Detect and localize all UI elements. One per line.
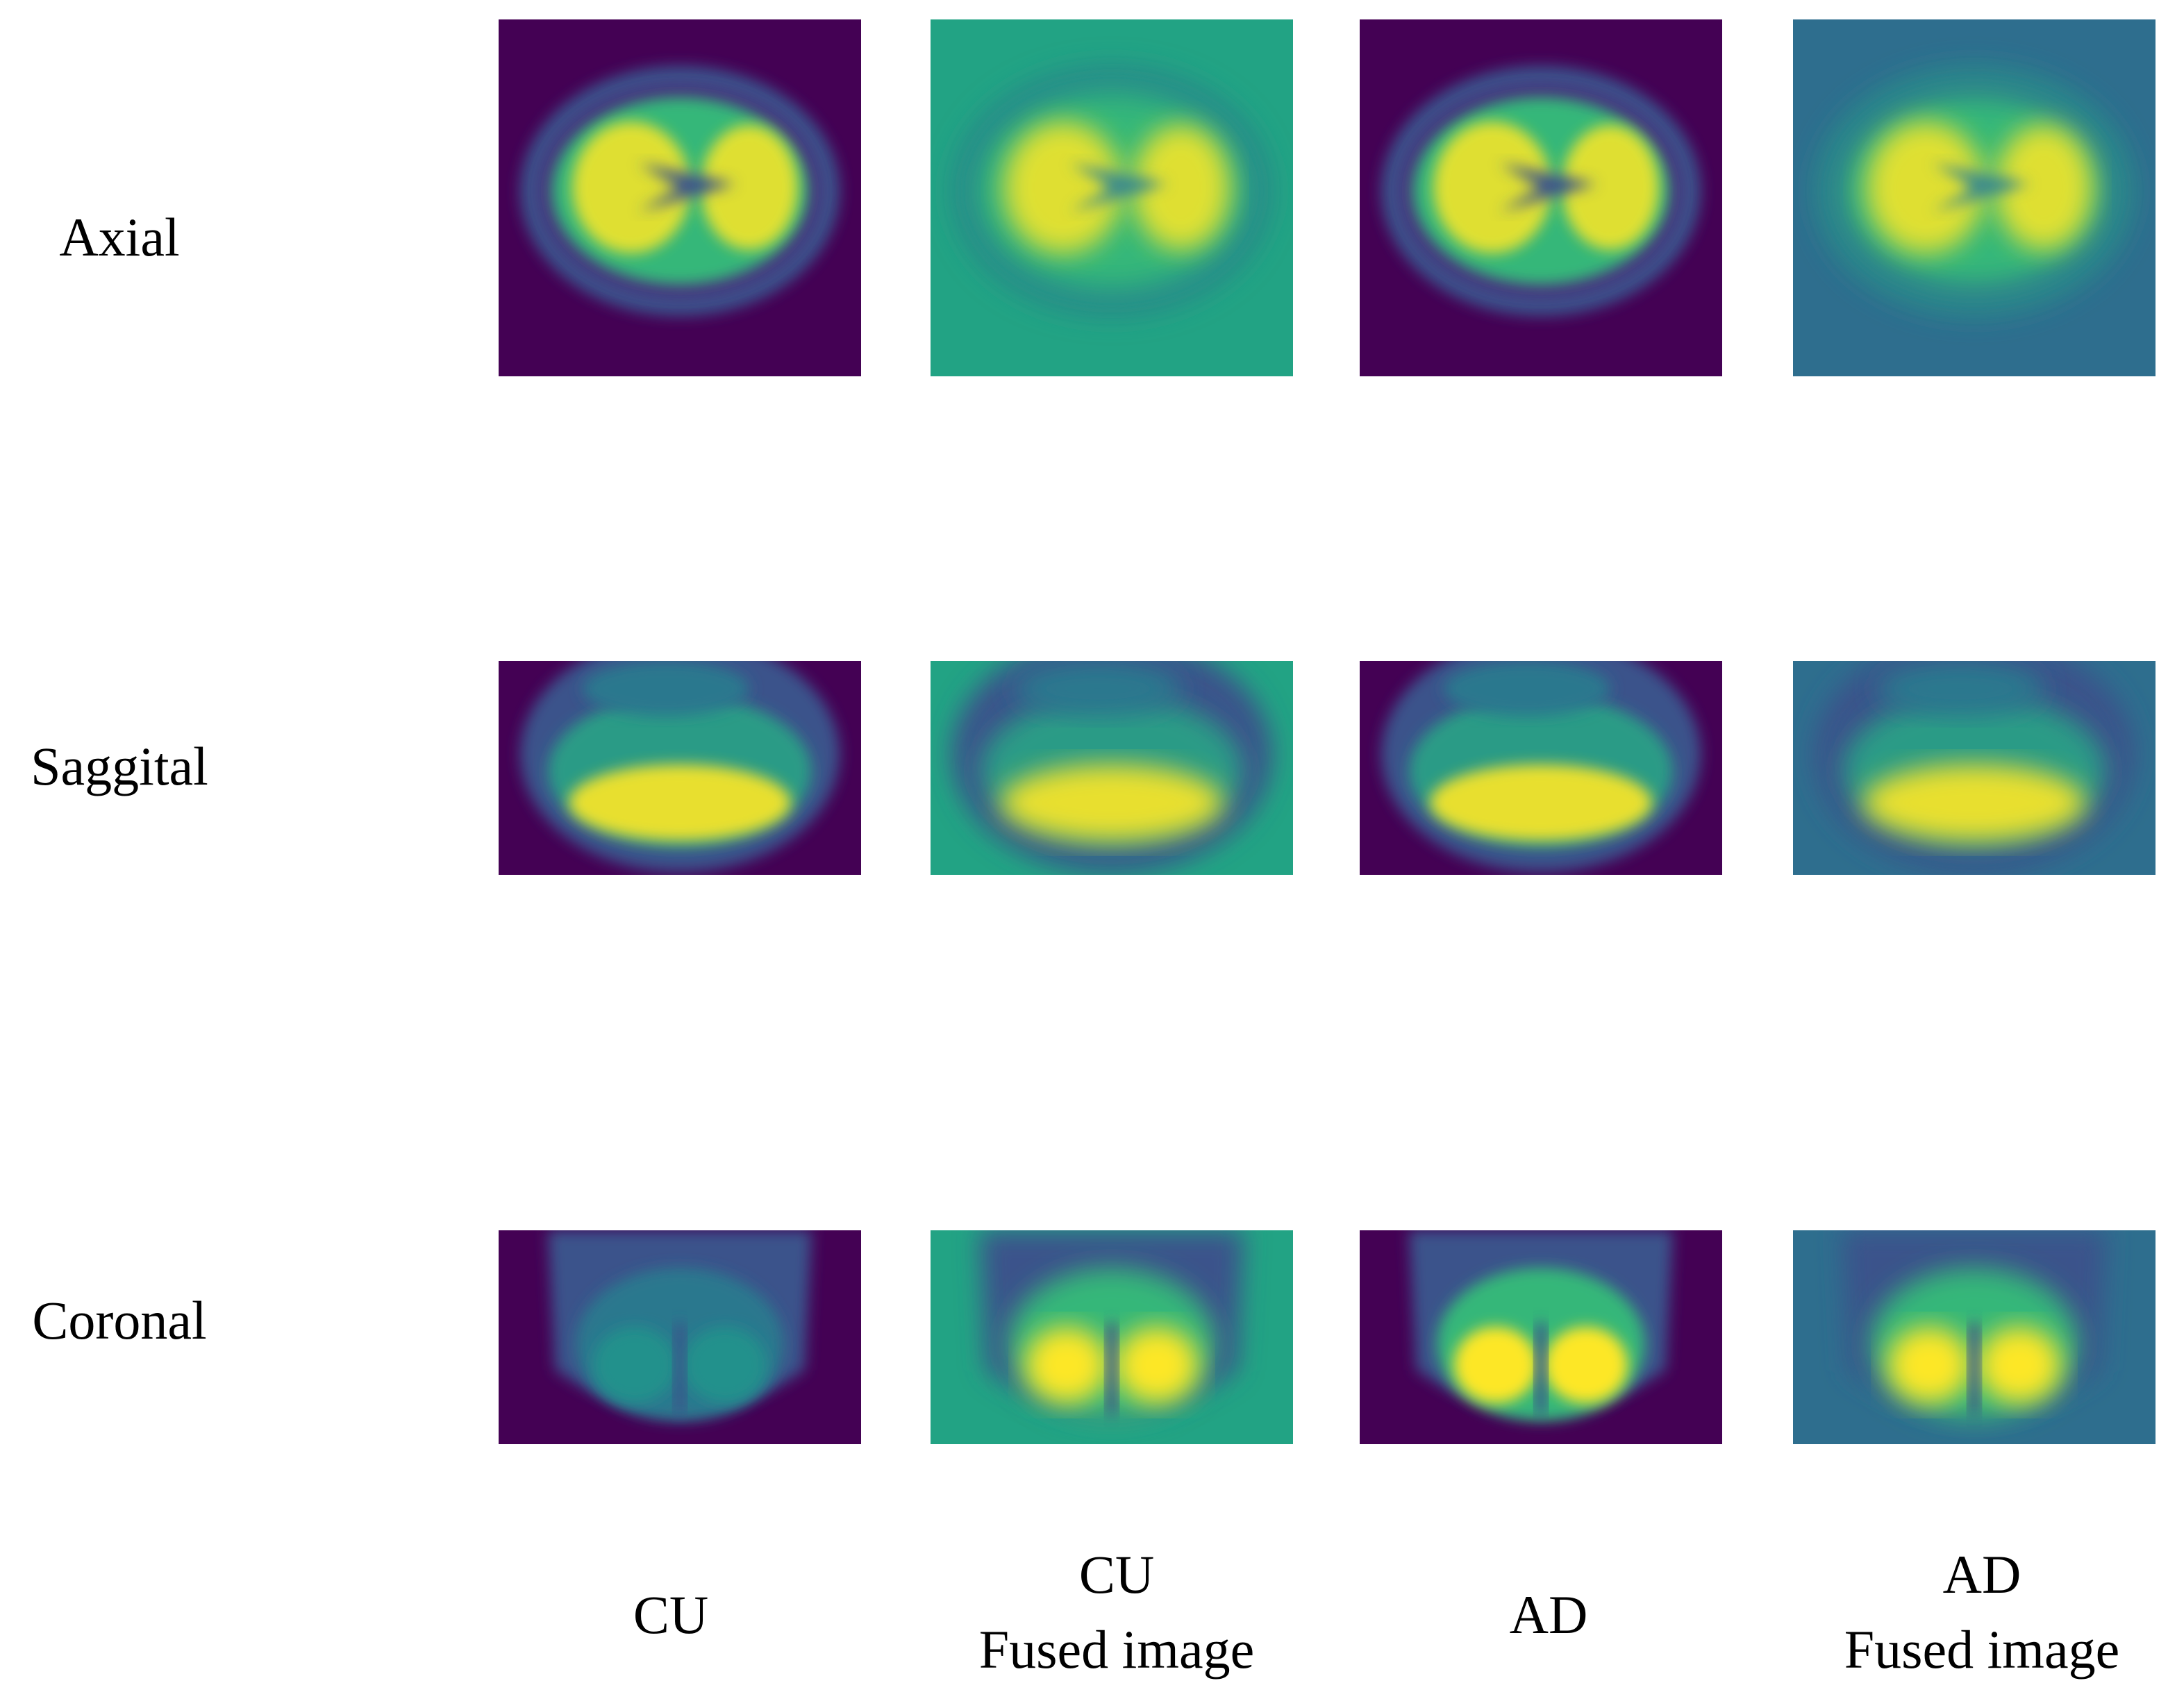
brain-image bbox=[499, 661, 861, 875]
column-label: AD bbox=[1510, 1584, 1588, 1645]
ventricle bbox=[1070, 163, 1167, 212]
hot-right bbox=[1978, 1327, 2061, 1403]
hot-left bbox=[1887, 1327, 1971, 1403]
upper bbox=[1444, 661, 1610, 717]
hot-right bbox=[1995, 125, 2092, 250]
row-label: Saggital bbox=[31, 736, 208, 796]
hot-right bbox=[701, 125, 798, 250]
midline bbox=[1969, 1323, 1980, 1414]
column-label: Fused image bbox=[1844, 1619, 2119, 1680]
row-label: Axial bbox=[59, 207, 179, 267]
ventricle bbox=[1499, 163, 1596, 212]
column-label: Fused image bbox=[979, 1619, 1254, 1680]
brain-image bbox=[1793, 1230, 2156, 1444]
brain-image bbox=[1793, 19, 2156, 376]
row-label: Coronal bbox=[32, 1290, 206, 1350]
hot-right bbox=[1115, 1327, 1199, 1403]
column-label: AD bbox=[1943, 1544, 2021, 1605]
midline bbox=[1106, 1323, 1117, 1414]
brain-image bbox=[499, 1230, 861, 1444]
ventricle bbox=[638, 163, 735, 212]
hot-left bbox=[1025, 1327, 1108, 1403]
hot bbox=[569, 764, 791, 841]
hot bbox=[1001, 764, 1223, 841]
hot-left bbox=[1004, 122, 1122, 253]
brain-image bbox=[1360, 1230, 1722, 1444]
midline bbox=[1535, 1323, 1546, 1414]
upper bbox=[583, 661, 749, 717]
upper bbox=[1877, 661, 2044, 717]
brain-image bbox=[931, 1230, 1293, 1444]
hot-left bbox=[572, 122, 690, 253]
hot bbox=[1430, 764, 1652, 841]
brain-image bbox=[1793, 661, 2156, 875]
brain-image bbox=[931, 661, 1293, 875]
column-label: CU bbox=[633, 1584, 708, 1645]
hot-left bbox=[1454, 1327, 1537, 1403]
hot-right bbox=[1562, 125, 1659, 250]
hot bbox=[1863, 764, 2085, 841]
hot-left bbox=[593, 1327, 676, 1403]
hot-right bbox=[683, 1327, 767, 1403]
hot-left bbox=[1433, 122, 1551, 253]
brain-image bbox=[499, 19, 861, 376]
hot-right bbox=[1133, 125, 1230, 250]
brain-image bbox=[1360, 19, 1722, 376]
column-label: CU bbox=[1079, 1544, 1154, 1605]
hot-right bbox=[1544, 1327, 1628, 1403]
brain-image bbox=[931, 19, 1293, 376]
ventricle bbox=[1933, 163, 2030, 212]
upper bbox=[1015, 661, 1181, 717]
brain-image bbox=[1360, 661, 1722, 875]
midline bbox=[674, 1323, 685, 1414]
hot-left bbox=[1867, 122, 1985, 253]
